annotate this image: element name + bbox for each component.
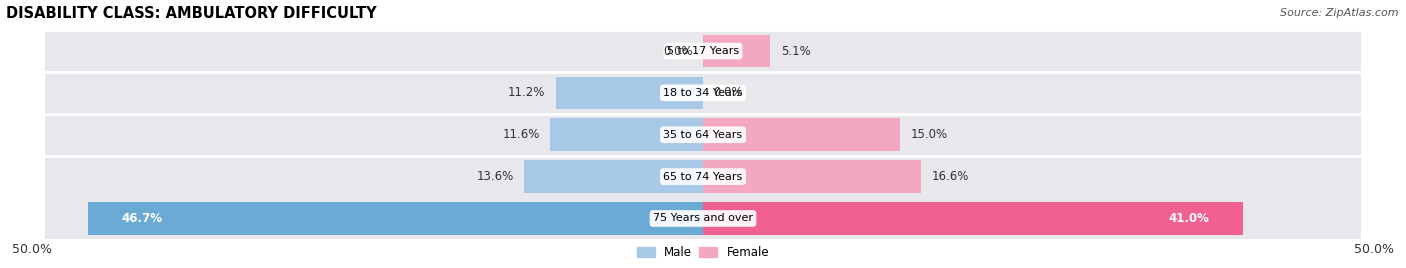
Text: 11.2%: 11.2% bbox=[508, 86, 546, 99]
Text: 50.0%: 50.0% bbox=[1354, 243, 1393, 256]
Text: 13.6%: 13.6% bbox=[477, 170, 513, 183]
Text: 5 to 17 Years: 5 to 17 Years bbox=[666, 46, 740, 56]
Text: 15.0%: 15.0% bbox=[911, 128, 948, 141]
Text: 75 Years and over: 75 Years and over bbox=[652, 214, 754, 224]
Text: DISABILITY CLASS: AMBULATORY DIFFICULTY: DISABILITY CLASS: AMBULATORY DIFFICULTY bbox=[6, 6, 377, 21]
Text: Source: ZipAtlas.com: Source: ZipAtlas.com bbox=[1281, 8, 1399, 18]
Bar bbox=[703, 35, 770, 67]
Bar bbox=[524, 160, 703, 193]
Text: 11.6%: 11.6% bbox=[502, 128, 540, 141]
Bar bbox=[45, 156, 1361, 198]
Bar bbox=[45, 198, 1361, 239]
Bar bbox=[555, 77, 703, 109]
Text: 50.0%: 50.0% bbox=[13, 243, 52, 256]
Text: 0.0%: 0.0% bbox=[662, 44, 693, 58]
Text: 16.6%: 16.6% bbox=[932, 170, 969, 183]
Bar bbox=[45, 30, 1361, 72]
Bar bbox=[703, 118, 900, 151]
Text: 5.1%: 5.1% bbox=[780, 44, 810, 58]
Text: 18 to 34 Years: 18 to 34 Years bbox=[664, 88, 742, 98]
Bar bbox=[45, 114, 1361, 156]
Text: 46.7%: 46.7% bbox=[121, 212, 162, 225]
Legend: Male, Female: Male, Female bbox=[633, 241, 773, 264]
Text: 0.0%: 0.0% bbox=[713, 86, 744, 99]
Bar bbox=[45, 72, 1361, 114]
Text: 41.0%: 41.0% bbox=[1168, 212, 1209, 225]
Bar bbox=[703, 202, 1243, 235]
Bar bbox=[550, 118, 703, 151]
Bar bbox=[703, 160, 921, 193]
Text: 65 to 74 Years: 65 to 74 Years bbox=[664, 172, 742, 182]
Text: 35 to 64 Years: 35 to 64 Years bbox=[664, 130, 742, 140]
Bar bbox=[89, 202, 703, 235]
